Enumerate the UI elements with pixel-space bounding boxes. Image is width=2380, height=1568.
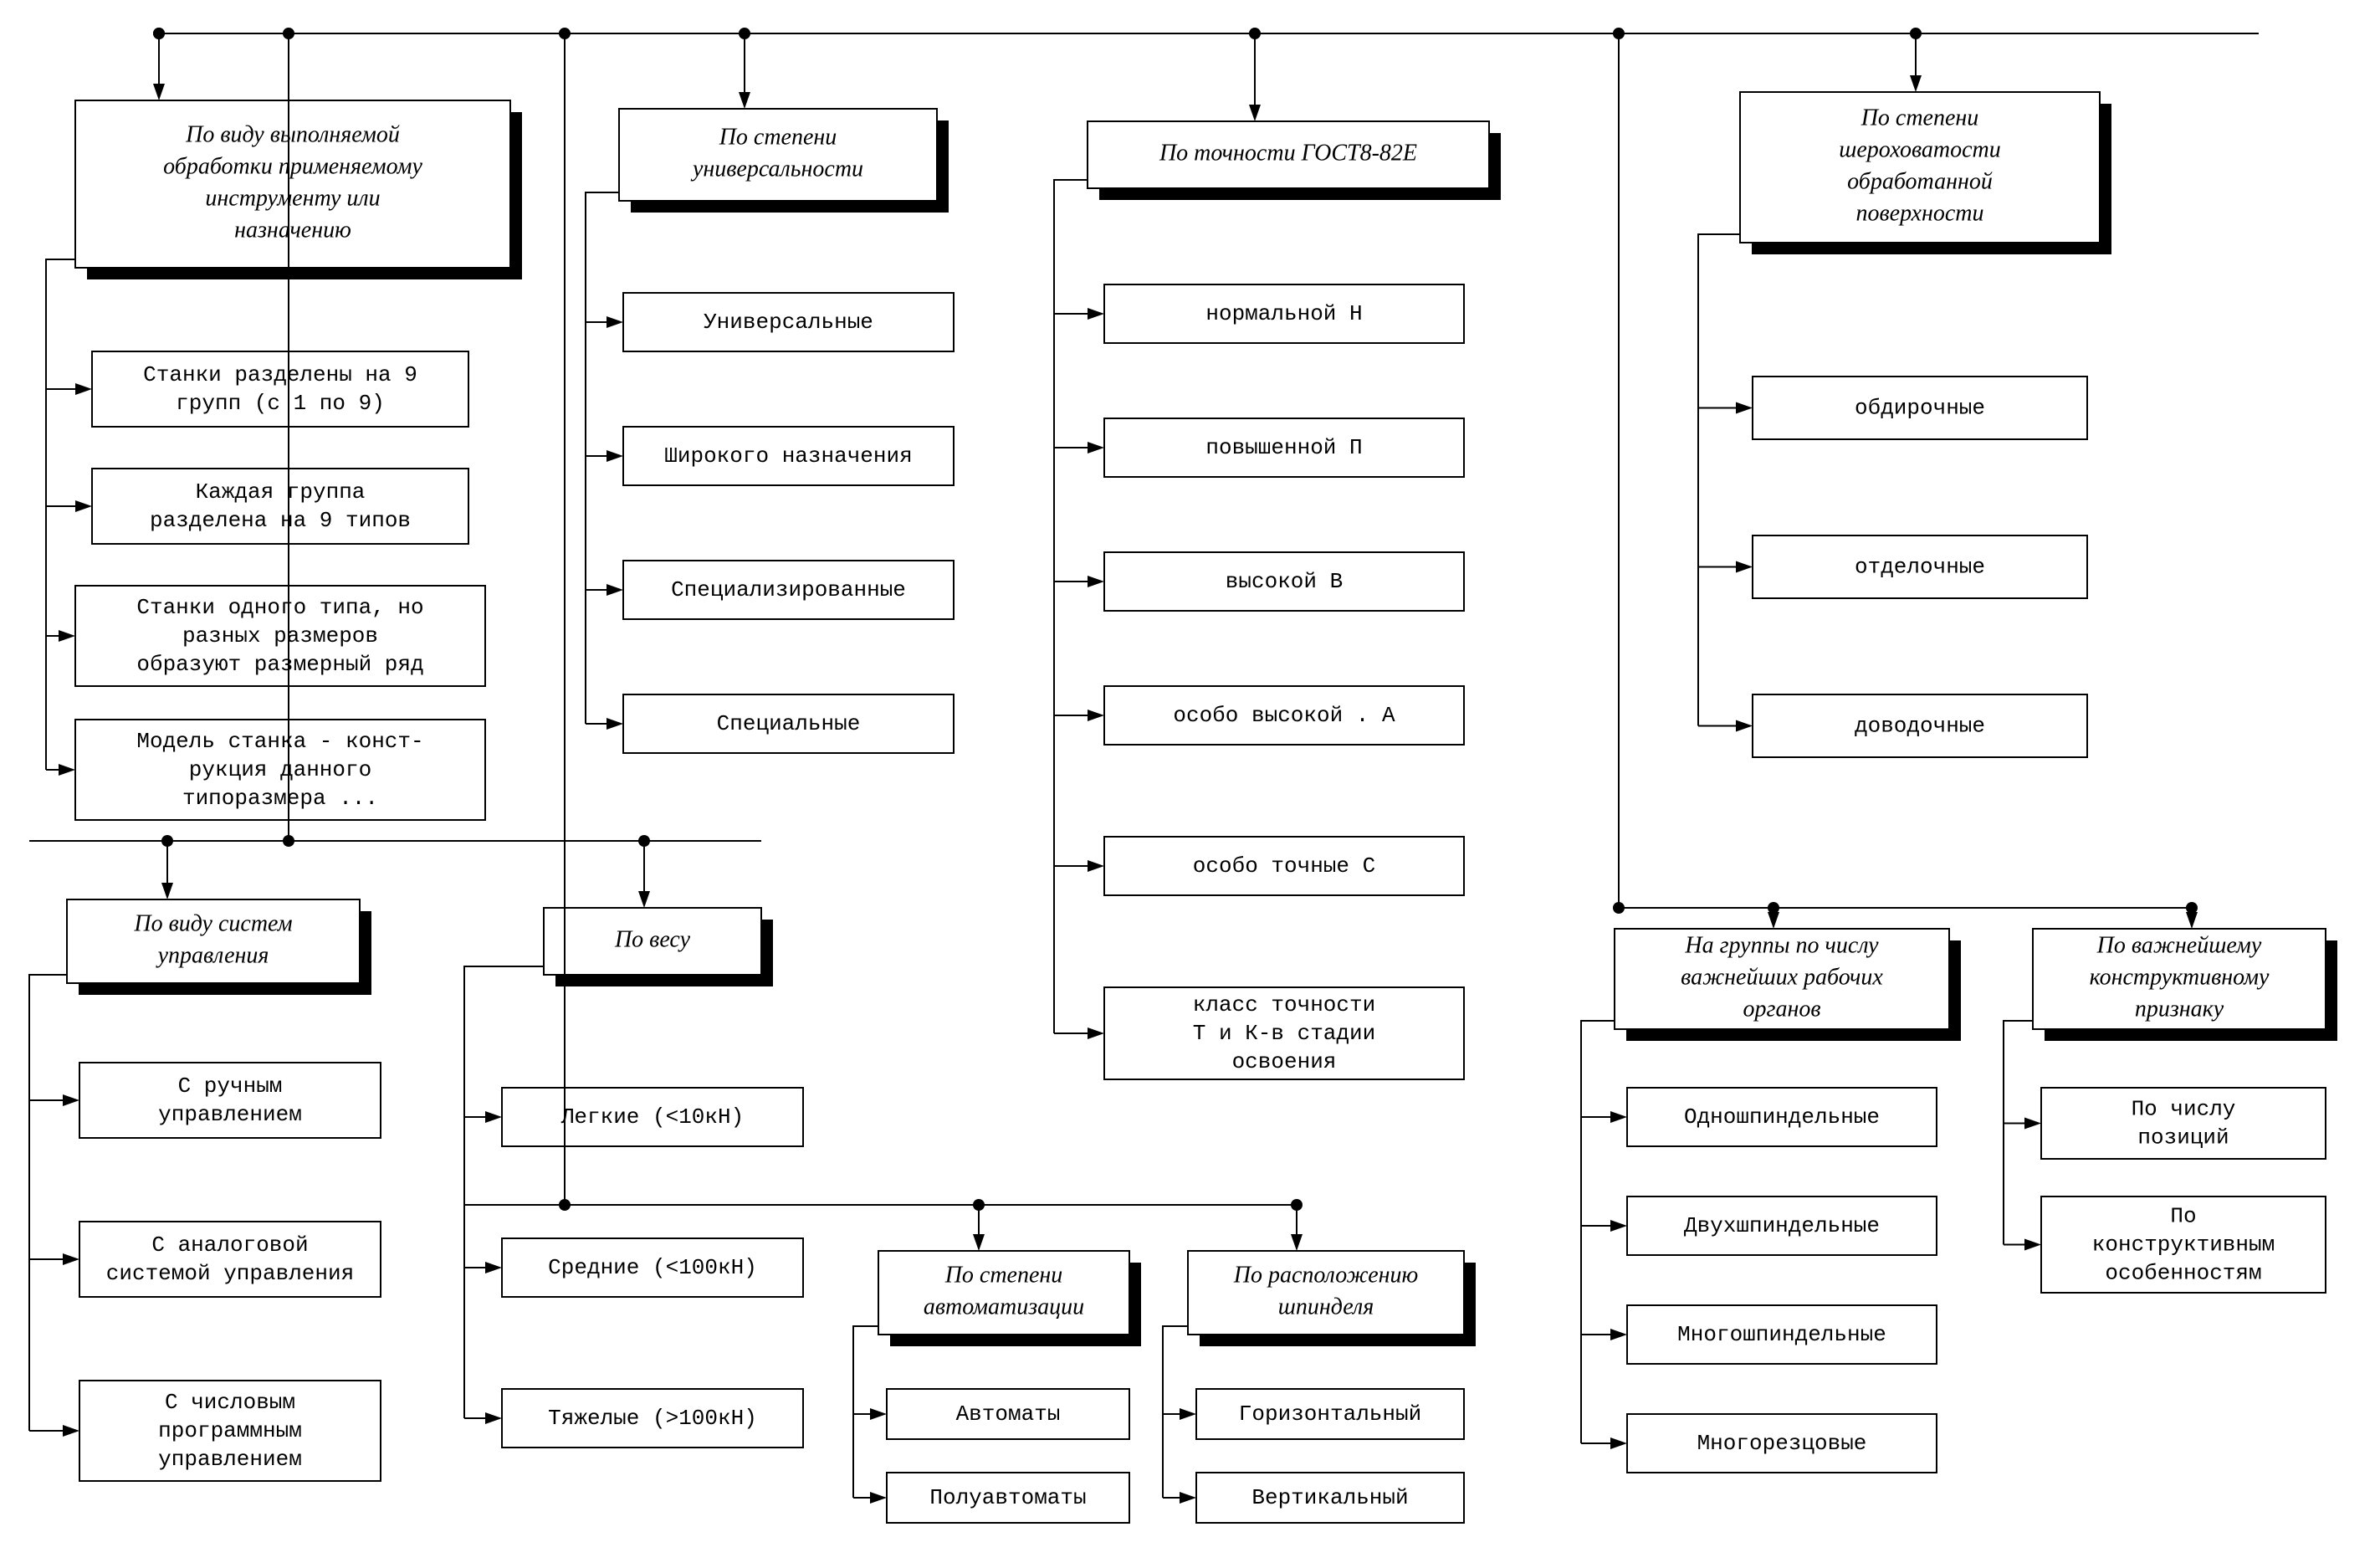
header-text: По виду систем xyxy=(133,910,292,936)
item-text: Тяжелые (>100кН) xyxy=(548,1406,757,1431)
item-text: нормальной Н xyxy=(1205,301,1362,326)
header-text: поверхности xyxy=(1856,200,1984,226)
header-text: органов xyxy=(1743,996,1821,1022)
item-text: Одношпиндельные xyxy=(1684,1104,1880,1130)
header-text: инструменту или xyxy=(205,185,380,211)
item-text: управлением xyxy=(158,1447,302,1472)
item-text: По xyxy=(2170,1203,2196,1228)
item-text: Станки разделены на 9 xyxy=(143,362,417,387)
header-text: По виду выполняемой xyxy=(185,121,400,147)
item-text: По числу xyxy=(2132,1096,2236,1121)
item-text: обдирочные xyxy=(1855,395,1985,420)
item-text: позиций xyxy=(2137,1125,2229,1150)
header-text: По расположению xyxy=(1233,1262,1419,1288)
item-text: Легкие (<10кН) xyxy=(560,1104,744,1130)
item-text: Полуавтоматы xyxy=(929,1485,1086,1510)
header-text: обработанной xyxy=(1847,168,1993,194)
item-text: доводочные xyxy=(1855,713,1985,738)
item-text: Горизонтальный xyxy=(1239,1401,1421,1427)
header-text: универсальности xyxy=(690,156,863,182)
item-text: групп (с 1 по 9) xyxy=(176,391,385,416)
classification-diagram: По виду выполняемой обработки применяемом… xyxy=(0,0,2380,1568)
item-text: системой управления xyxy=(106,1261,354,1286)
item-text: разных размеров xyxy=(182,623,378,648)
item-text: Т и К-в стадии xyxy=(1193,1021,1375,1046)
item-text: образуют размерный ряд xyxy=(136,652,423,677)
header-text: шпинделя xyxy=(1278,1294,1374,1319)
item-text: особо высокой . А xyxy=(1173,703,1395,728)
item-text: Универсальные xyxy=(704,310,873,335)
item-text: Вертикальный xyxy=(1251,1485,1408,1510)
item-text: программным xyxy=(158,1418,302,1443)
item-text: особенностям xyxy=(2105,1260,2261,1285)
item-text: Каждая группа xyxy=(196,479,366,505)
item-text: отделочные xyxy=(1855,554,1985,579)
item-text: разделена на 9 типов xyxy=(150,508,411,533)
item-text: Станки одного типа, но xyxy=(136,595,423,620)
item-text: С числовым xyxy=(165,1390,295,1415)
header-text: признаку xyxy=(2135,996,2224,1022)
header-text: важнейших рабочих xyxy=(1681,964,1883,990)
item-text: С аналоговой xyxy=(151,1232,308,1258)
item-text: высокой В xyxy=(1226,569,1343,594)
item-text: освоения xyxy=(1232,1049,1337,1074)
header-text: По степени xyxy=(944,1262,1063,1288)
header-text: По степени xyxy=(1860,105,1979,131)
item-text: типоразмера ... xyxy=(182,786,378,811)
item-text: Автоматы xyxy=(956,1401,1061,1427)
item-text: Многошпиндельные xyxy=(1677,1322,1886,1347)
item-text: С ручным xyxy=(178,1074,283,1099)
header-text: По точности ГОСТ8-82Е xyxy=(1159,140,1417,166)
item-text: Двухшпиндельные xyxy=(1684,1213,1880,1238)
header-text: На группы по числу xyxy=(1684,932,1879,958)
item-text: Многорезцовые xyxy=(1697,1431,1867,1456)
header-text: По степени xyxy=(719,124,837,150)
item-text: Средние (<100кН) xyxy=(548,1255,757,1280)
item-text: управлением xyxy=(158,1102,302,1127)
header-text: назначению xyxy=(234,217,351,243)
item-text: повышенной П xyxy=(1205,435,1362,460)
header-text: управления xyxy=(156,942,269,968)
header-text: шероховатости xyxy=(1839,136,2001,162)
item-text: Специальные xyxy=(717,711,861,736)
item-text: Модель станка - конст- xyxy=(136,729,423,754)
item-text: Специализированные xyxy=(671,577,906,602)
item-text: Широкого назначения xyxy=(664,443,912,469)
header-text: По важнейшему xyxy=(2096,932,2262,958)
header-text: конструктивному xyxy=(2090,964,2270,990)
header-text: По весу xyxy=(614,926,691,952)
item-text: рукция данного xyxy=(189,757,371,782)
item-text: особо точные С xyxy=(1193,853,1375,879)
header-text: автоматизации xyxy=(924,1294,1084,1319)
item-text: конструктивным xyxy=(2092,1232,2275,1257)
header-text: обработки применяемому xyxy=(163,153,422,179)
item-text: класс точности xyxy=(1193,992,1375,1017)
category-header xyxy=(619,109,937,201)
